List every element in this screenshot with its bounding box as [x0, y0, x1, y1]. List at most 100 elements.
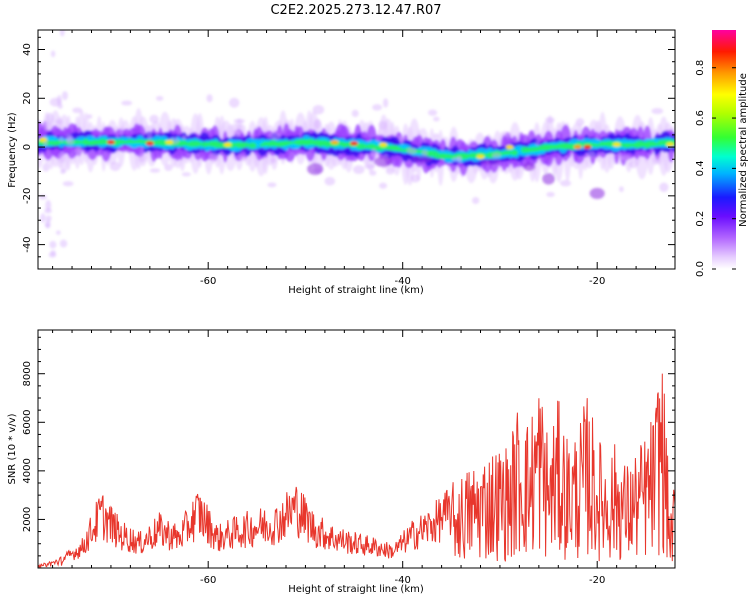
heatmap-cell: [535, 139, 540, 146]
heatmap-cell: [385, 167, 395, 175]
heatmap-cell: [379, 182, 388, 189]
heatmap-cell: [149, 114, 159, 124]
heatmap-cell: [472, 196, 480, 205]
spectrogram-ytick-label: -40: [22, 236, 33, 252]
heatmap-cell: [66, 135, 75, 146]
heatmap-cell: [223, 142, 232, 147]
heatmap-cell: [58, 135, 65, 143]
colorbar-ticks: 0.0 0.2 0.4 0.6 0.8: [695, 60, 736, 277]
heatmap-cell: [589, 187, 605, 199]
heatmap-cell: [355, 142, 367, 150]
heatmap-cell: [138, 153, 146, 163]
heatmap-cell: [146, 129, 153, 140]
heatmap-cell: [491, 152, 502, 159]
snr-xlabel: Height of straight line (km): [288, 584, 424, 595]
heatmap-cell: [433, 133, 440, 140]
heatmap-cell: [74, 146, 83, 156]
spectrogram-xtick-label: -40: [395, 276, 411, 287]
heatmap-cell: [55, 230, 61, 235]
heatmap-cell: [121, 100, 133, 106]
heatmap-cell: [330, 139, 339, 145]
heatmap-cell: [479, 158, 501, 165]
heatmap-cell: [612, 142, 621, 147]
heatmap-cell: [619, 186, 624, 193]
heatmap-cell: [145, 141, 154, 146]
heatmap-cell: [500, 131, 512, 137]
heatmap-cell: [194, 141, 202, 147]
heatmap-cell: [411, 155, 433, 164]
heatmap-cell: [164, 163, 173, 172]
heatmap-cell: [369, 170, 377, 176]
heatmap-cell: [48, 252, 57, 258]
heatmap-cell: [269, 132, 281, 141]
spectrogram-frame: [37, 29, 676, 270]
heatmap-cell: [119, 126, 124, 137]
heatmap-cell: [45, 219, 51, 229]
heatmap-cell: [628, 160, 639, 169]
heatmap-cell: [378, 120, 388, 130]
heatmap-cell: [427, 109, 438, 116]
heatmap-cell: [575, 118, 585, 127]
snr-plot-area: [38, 330, 675, 568]
heatmap-cell: [238, 156, 248, 161]
snr-ytick-label: 8000: [22, 361, 33, 386]
heatmap-cell: [181, 135, 187, 140]
spectrogram-ticks: -60 -40 -20 -40 -20 0 20 40: [22, 30, 676, 287]
heatmap-cell: [312, 104, 325, 115]
heatmap-cell: [233, 130, 241, 138]
heatmap-cell: [233, 118, 246, 124]
heatmap-cell: [586, 151, 596, 158]
heatmap-cell: [228, 97, 240, 108]
heatmap-cell: [476, 154, 485, 160]
heatmap-cell: [56, 95, 62, 105]
spectrogram-xlabel: Height of straight line (km): [288, 285, 424, 296]
heatmap-cell: [410, 174, 420, 183]
heatmap-cell: [149, 168, 161, 173]
spectrogram-ylabel: Frequency (Hz): [7, 112, 18, 188]
heatmap-cell: [49, 240, 57, 249]
heatmap-cell: [505, 144, 514, 150]
spectrogram-ytick-label: 20: [22, 92, 33, 105]
heatmap-cell: [46, 112, 54, 125]
heatmap-cell: [86, 114, 93, 119]
snr-ticks: -60 -40 -20 2000 4000 6000 8000: [22, 330, 676, 586]
heatmap-cell: [583, 144, 592, 150]
heatmap-cell: [324, 176, 336, 186]
heatmap-cell: [50, 50, 56, 58]
colorbar-tick-label: 0.8: [695, 60, 706, 76]
heatmap-cell: [237, 124, 243, 129]
heatmap-cell: [433, 116, 440, 122]
heatmap-cell: [372, 104, 383, 111]
heatmap-cell: [165, 139, 174, 145]
heatmap-cell: [45, 199, 52, 211]
heatmap-cell: [57, 103, 63, 109]
snr-panel: -60 -40 -20 2000 4000 6000 8000 Height of stra…: [7, 329, 676, 595]
heatmap-cell: [559, 180, 572, 187]
heatmap-cell: [451, 156, 462, 162]
heatmap-cell: [155, 95, 164, 101]
heatmap-cell: [659, 182, 669, 193]
heatmap-cell: [379, 142, 388, 147]
heatmap-cell: [545, 116, 555, 124]
heatmap-cell: [371, 148, 377, 158]
snr-xtick-label: -40: [395, 575, 411, 586]
heatmap-cell: [58, 151, 66, 163]
spectrogram-ytick-label: 40: [22, 43, 33, 56]
colorbar-tick-label: 0.4: [695, 160, 706, 176]
heatmap-cell: [206, 94, 213, 103]
spectrogram-panel: -60 -40 -20 -40 -20 0 20 40 Height of straight …: [7, 29, 676, 296]
heatmap-cell: [307, 163, 324, 175]
heatmap-cell: [72, 107, 83, 114]
colorbar-tick-label: 0.6: [695, 110, 706, 126]
heatmap-cell: [573, 144, 582, 150]
snr-ytick-label: 6000: [22, 410, 33, 435]
heatmap-cell: [399, 135, 405, 145]
heatmap-cell: [248, 142, 257, 149]
heatmap-cell: [374, 156, 393, 167]
heatmap-cell: [208, 152, 219, 162]
heatmap-cell: [619, 155, 632, 161]
spectrogram-xtick-label: -20: [589, 276, 605, 287]
snr-xtick-label: -60: [200, 575, 216, 586]
heatmap-cell: [651, 108, 664, 115]
heatmap-cell: [267, 182, 277, 188]
